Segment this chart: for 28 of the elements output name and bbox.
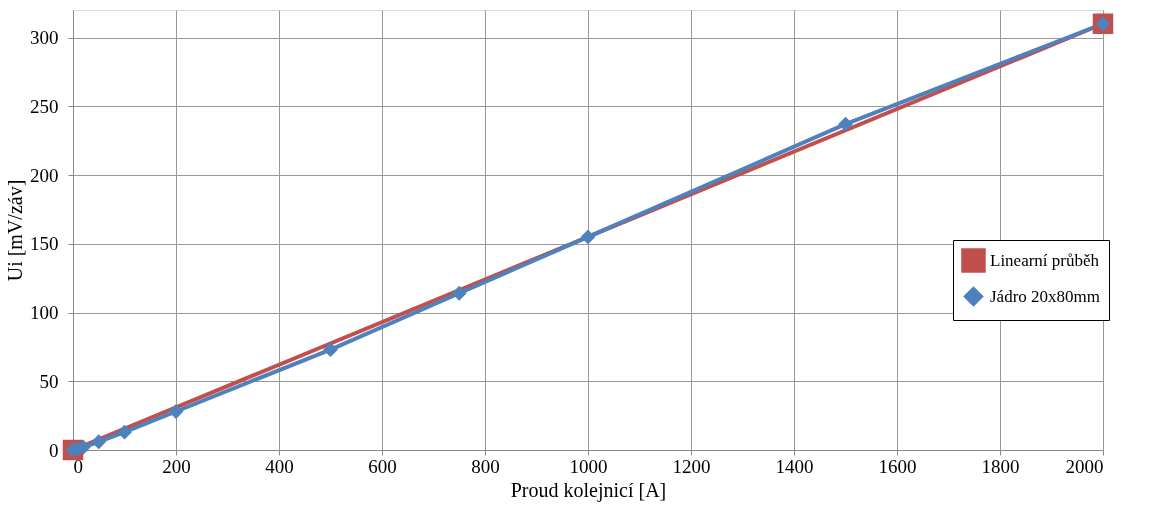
x-tick-label: 0 [73,455,83,477]
point [117,424,132,440]
point [91,434,107,450]
y-axis-title: Ui [mV/záv] [4,179,26,282]
point [323,342,338,358]
y-tick-label: 0 [49,439,59,461]
y-tick-label: 250 [30,95,59,117]
legend-label: Jádro 20x80mm [990,286,1101,306]
x-tick-label: 1200 [672,455,711,477]
x-tick-label: 200 [162,455,191,477]
y-tick-label: 150 [30,233,59,255]
legend-label: Linearní průběh [990,250,1100,270]
y-tick-label: 100 [30,302,59,323]
point [580,229,596,245]
point [451,285,467,301]
x-tick-label: 1800 [981,455,1020,477]
x-tick-label: 1600 [878,455,917,477]
x-tick-label: 600 [368,455,397,477]
x-tick-label: 1000 [569,455,608,477]
x-axis-title: Proud kolejnicí [A] [510,478,667,502]
y-tick-label: 300 [30,27,59,48]
y-tick-label: 200 [30,164,59,186]
x-tick-label: 2000 [1065,455,1104,477]
x-tick-label: 400 [265,455,294,477]
point [838,116,853,132]
x-tick-label: 800 [471,455,500,477]
x-tick-label: 1400 [775,455,814,477]
y-tick-label: 50 [39,370,59,392]
